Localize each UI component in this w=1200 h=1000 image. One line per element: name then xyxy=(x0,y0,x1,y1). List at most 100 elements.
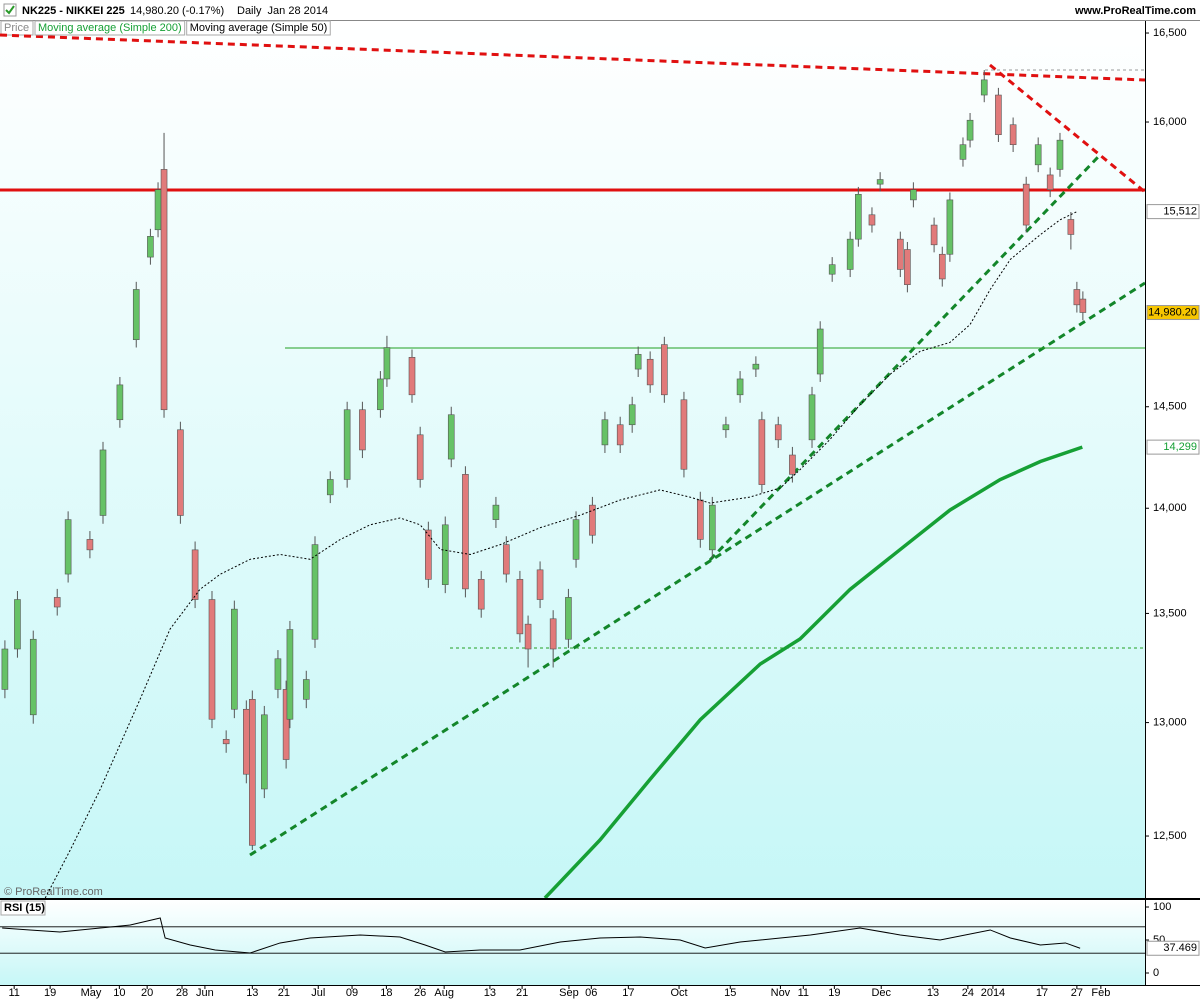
ma-flag-label: 15,512 xyxy=(1163,206,1197,218)
price-plot-area xyxy=(0,22,1145,898)
candle-body xyxy=(1056,139,1064,170)
x-tick-label: 26 xyxy=(414,987,426,999)
candle-body xyxy=(86,539,94,551)
candle-body xyxy=(897,238,904,270)
candle-body xyxy=(249,699,256,846)
candle-body xyxy=(177,429,184,516)
y-tick-label: 16,000 xyxy=(1153,116,1187,128)
candle-body xyxy=(910,189,917,201)
legend-entry: Moving average (Simple 200) xyxy=(38,22,182,34)
candle-body xyxy=(549,618,557,650)
candle-body xyxy=(930,224,938,246)
copyright: © ProRealTime.com xyxy=(4,886,103,898)
candle-body xyxy=(601,419,609,446)
x-tick-label: 2014 xyxy=(981,987,1005,999)
candle-body xyxy=(1079,298,1087,313)
candle-body xyxy=(243,708,250,775)
x-tick-label: 06 xyxy=(585,987,597,999)
candle-body xyxy=(758,419,766,485)
candle-body xyxy=(661,344,668,396)
candle-body xyxy=(808,394,816,441)
price-flag xyxy=(1146,305,1200,321)
candle-body xyxy=(160,169,168,411)
moving-average xyxy=(543,445,1083,898)
x-tick-label: 11 xyxy=(798,987,809,999)
x-tick-label: 13 xyxy=(927,987,939,999)
legend-box[interactable] xyxy=(186,20,331,36)
ma-flag xyxy=(1146,204,1200,220)
rsi-legend-box xyxy=(0,900,46,916)
rsi-title: RSI (15) xyxy=(4,902,45,914)
candle-body xyxy=(222,739,230,745)
candle-body xyxy=(14,599,21,650)
candle-body xyxy=(286,629,294,720)
candle-body xyxy=(462,474,469,590)
x-tick-label: 21 xyxy=(516,987,528,999)
check-mark xyxy=(5,5,15,15)
x-tick-label: May xyxy=(81,987,102,999)
candle-body xyxy=(628,404,636,426)
candle-body xyxy=(1034,144,1042,166)
y-tick-label: 14,500 xyxy=(1153,401,1187,413)
candle-body xyxy=(855,194,862,240)
candle-body xyxy=(846,238,854,270)
x-tick-label: 28 xyxy=(176,987,188,999)
y-tick-label: 100 xyxy=(1153,901,1171,913)
candle-body xyxy=(1009,124,1017,146)
candle-body xyxy=(116,384,124,421)
candle-body xyxy=(868,214,876,226)
x-tick-label: Feb xyxy=(1091,987,1110,999)
candle-body xyxy=(904,249,911,285)
price-flag-label: 14,980.20 xyxy=(1148,306,1197,318)
candle-body xyxy=(208,599,216,720)
chart-title: NK225 - NIKKEI 225 xyxy=(22,5,125,17)
red-trend-line xyxy=(989,63,1145,194)
candle-body xyxy=(938,253,946,280)
rsi-line xyxy=(2,917,1081,954)
candle-body xyxy=(589,504,596,536)
y-tick-label: 0 xyxy=(1153,967,1159,979)
candle-body xyxy=(752,363,760,370)
candle-body xyxy=(477,579,485,610)
candle-body xyxy=(99,449,107,516)
y-tick-label: 13,000 xyxy=(1153,716,1187,728)
x-tick-label: 11 xyxy=(8,987,19,999)
candle-body xyxy=(516,579,524,635)
candle-body xyxy=(29,638,37,716)
candle-body xyxy=(377,378,384,411)
candle-body xyxy=(261,714,268,790)
candle-body xyxy=(383,347,391,380)
candle-body xyxy=(132,289,140,341)
candle-body xyxy=(416,434,424,480)
x-tick-label: 18 xyxy=(380,987,392,999)
x-tick-label: 13 xyxy=(246,987,258,999)
x-tick-label: 15 xyxy=(724,987,736,999)
x-tick-label: 20 xyxy=(141,987,153,999)
candle-body xyxy=(708,504,716,551)
green-trend-line xyxy=(708,153,1102,562)
candle-body xyxy=(536,569,544,600)
candle-body xyxy=(789,454,796,475)
rsi-flag xyxy=(1146,940,1200,956)
x-tick-label: 19 xyxy=(44,987,56,999)
candle-body xyxy=(359,409,366,451)
x-tick-label: Aug xyxy=(434,987,454,999)
candle-body xyxy=(1073,289,1081,306)
x-tick-label: 27 xyxy=(1071,987,1083,999)
candle-body xyxy=(64,519,72,575)
candle-body xyxy=(408,357,416,396)
source: www.ProRealTime.com xyxy=(1074,5,1196,17)
legend-entry: Moving average (Simple 50) xyxy=(190,22,328,34)
x-tick-label: 19 xyxy=(828,987,840,999)
candle-body xyxy=(1,648,9,690)
legend-box[interactable] xyxy=(34,20,186,36)
x-tick-label: Jun xyxy=(196,987,214,999)
candle-body xyxy=(565,597,572,640)
candle-body xyxy=(1067,219,1075,235)
candle-body xyxy=(980,79,988,96)
candle-body xyxy=(966,119,974,141)
ma-flag-label: 14,299 xyxy=(1163,441,1197,453)
x-tick-label: Nov xyxy=(771,987,791,999)
